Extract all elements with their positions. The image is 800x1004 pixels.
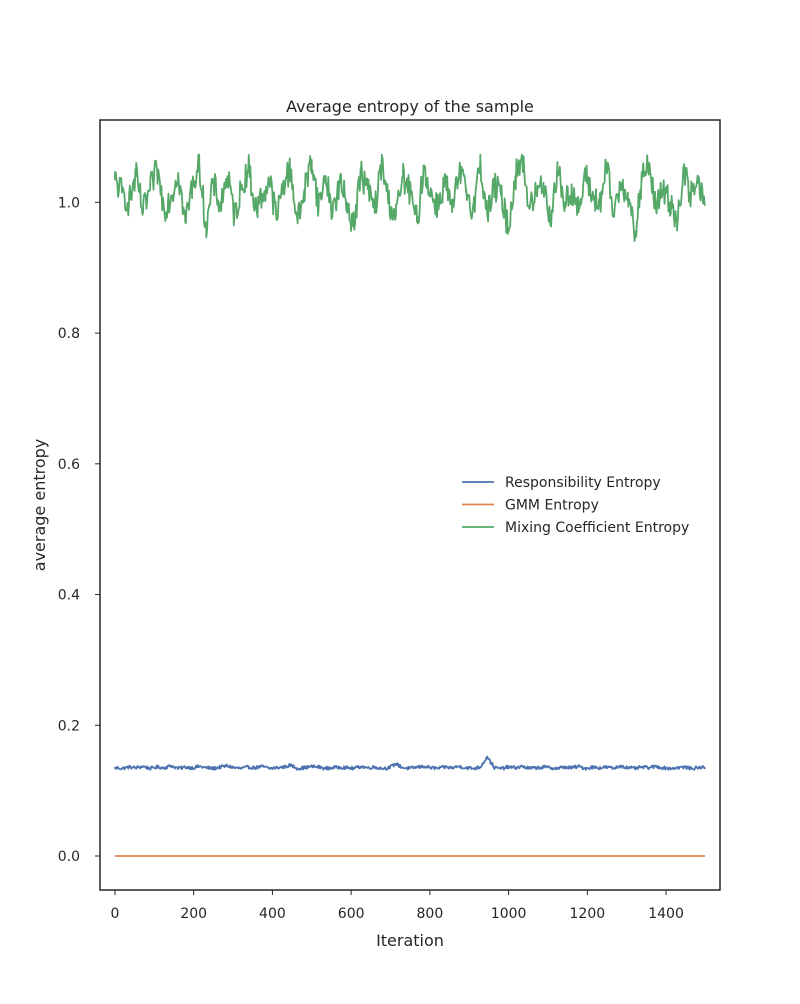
y-tick-label: 0.6: [58, 457, 80, 473]
x-axis-label: Iteration: [376, 931, 444, 950]
x-tick-label: 200: [180, 906, 207, 922]
legend-label: Mixing Coefficient Entropy: [505, 520, 689, 536]
legend-label: Responsibility Entropy: [505, 475, 661, 491]
series-layer: [114, 153, 706, 857]
x-tick-label: 0: [110, 906, 119, 922]
x-tick-label: 1200: [570, 906, 606, 922]
y-tick-label: 0.2: [58, 718, 80, 734]
x-axis-ticks: 0 200 400 600 800 1000 1200 1400: [110, 890, 684, 922]
y-axis-label: average entropy: [30, 439, 49, 571]
x-tick-label: 800: [417, 906, 444, 922]
y-tick-label: 1.0: [58, 195, 80, 211]
y-axis-ticks: 0.0 0.2 0.4 0.6 0.8 1.0: [58, 195, 100, 865]
x-tick-label: 600: [338, 906, 365, 922]
y-tick-label: 0.0: [58, 849, 80, 865]
series-line-responsibility-entropy: [114, 755, 706, 771]
x-tick-label: 1400: [648, 906, 684, 922]
chart-title: Average entropy of the sample: [286, 97, 534, 116]
x-tick-label: 400: [259, 906, 286, 922]
x-tick-label: 1000: [491, 906, 527, 922]
legend: Responsibility Entropy GMM Entropy Mixing …: [462, 475, 689, 536]
series-line-mixing-coefficient-entropy: [114, 153, 706, 242]
plot-area-frame: [99, 119, 721, 891]
legend-label: GMM Entropy: [505, 498, 599, 514]
y-tick-label: 0.8: [58, 326, 80, 342]
y-tick-label: 0.4: [58, 588, 80, 604]
